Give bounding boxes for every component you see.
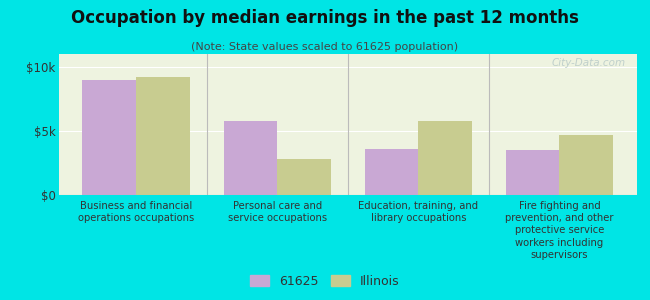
- Bar: [83, 80, 136, 195]
- Text: Occupation by median earnings in the past 12 months: Occupation by median earnings in the pas…: [71, 9, 579, 27]
- Text: City-Data.com: City-Data.com: [551, 58, 625, 68]
- Text: (Note: State values scaled to 61625 population): (Note: State values scaled to 61625 popu…: [192, 42, 458, 52]
- Bar: [506, 150, 560, 195]
- Bar: [277, 159, 331, 195]
- Bar: [365, 149, 419, 195]
- Bar: [136, 77, 190, 195]
- Bar: [419, 121, 472, 195]
- Bar: [224, 121, 277, 195]
- Bar: [560, 135, 613, 195]
- Legend: 61625, Illinois: 61625, Illinois: [250, 275, 400, 288]
